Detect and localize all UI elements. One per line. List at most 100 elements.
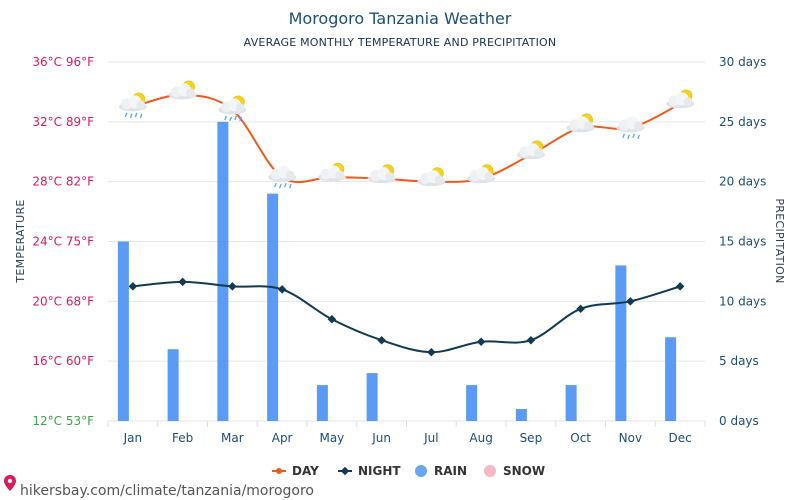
x-tick-label: Mar (221, 431, 244, 445)
sun-cloud-icon (666, 89, 695, 109)
gridlines (107, 61, 706, 427)
x-tick-label: Apr (272, 431, 293, 445)
night-point (476, 337, 486, 346)
chart-title: Morogoro Tanzania Weather (289, 9, 512, 28)
sun-cloud-icon (417, 167, 446, 187)
rain-drop (632, 133, 635, 139)
cloud-rain-icon (268, 165, 297, 189)
legend-snow-circle-icon (484, 465, 496, 477)
y-left-tick-label: 32°C 89°F (32, 115, 94, 129)
night-point (377, 335, 386, 345)
rain-bar (466, 385, 478, 421)
night-point (427, 347, 436, 357)
left-axis-ticks: 36°C 96°F 32°C 89°F 28°C 82°F 24°C 75°F 20°C… (32, 55, 94, 428)
rain-drop (627, 134, 630, 140)
rain-bar (366, 373, 378, 421)
night-point (228, 282, 237, 291)
chart-subtitle: AVERAGE MONTHLY TEMPERATURE AND PRECIPIT… (244, 36, 557, 49)
rain-drop (129, 113, 133, 119)
cloud-puff (385, 172, 395, 182)
night-point (178, 277, 187, 287)
cloud-shape (566, 116, 595, 133)
rain-drop (139, 113, 143, 119)
cloud-puff (335, 170, 345, 180)
cloud-shape (516, 143, 545, 160)
legend-night-diamond-icon (340, 466, 350, 476)
cloud-shape (616, 116, 645, 133)
y-right-tick-label: 30 days (719, 55, 766, 69)
night-point (327, 315, 337, 324)
rain-bar (217, 121, 229, 421)
cloud-puff (534, 148, 544, 158)
legend-label: NIGHT (358, 464, 401, 478)
y-left-tick-label: 36°C 96°F (32, 55, 94, 69)
x-tick-label: Jan (123, 431, 143, 445)
rain-bar (565, 385, 577, 421)
cloud-rain-icon (616, 116, 645, 140)
night-point (626, 297, 635, 306)
y-left-tick-label: 20°C 68°F (32, 294, 94, 308)
rain-drop (284, 182, 287, 188)
footer: hikersbay.com/climate/tanzania/morogoro (4, 475, 314, 499)
y-right-tick-label: 0 days (719, 414, 759, 428)
y-right-tick-label: 20 days (719, 175, 766, 189)
rain-drop (134, 112, 138, 118)
rain-bars (117, 121, 677, 421)
y-left-tick-label: 12°C 53°F (32, 414, 94, 428)
x-tick-label: Feb (172, 431, 193, 445)
night-point (675, 282, 685, 291)
cloud-puff (136, 100, 146, 110)
rain-bar (665, 337, 677, 421)
y-axis-left-title: TEMPERATURE (14, 199, 27, 283)
cloud-shape (417, 170, 446, 187)
legend-rain-circle-icon (415, 465, 427, 477)
sun-cloud-rain-icon (118, 92, 147, 119)
rain-bar (267, 193, 279, 421)
day-temperature-line (132, 93, 681, 184)
cloud-shape (168, 83, 197, 100)
cloud-shape (317, 165, 346, 182)
rain-bar (615, 265, 627, 421)
rain-drop (274, 182, 277, 188)
y-left-tick-label: 24°C 75°F (32, 235, 94, 249)
y-axis-right-title: PRECIPITATION (773, 198, 786, 283)
rain-bar (117, 241, 129, 421)
x-tick-label: Nov (619, 431, 642, 445)
footer-link[interactable]: hikersbay.com/climate/tanzania/morogoro (20, 483, 314, 499)
cloud-puff (285, 170, 295, 180)
x-tick-label: Jul (423, 431, 438, 445)
rain-drop (229, 116, 232, 122)
x-tick-label: Jun (371, 431, 391, 445)
y-right-tick-label: 15 days (719, 235, 766, 249)
weather-icons (118, 80, 695, 189)
x-axis-ticks: Jan Feb Mar Apr May Jun Jul Aug Sep Oct Nov Dec (123, 431, 692, 445)
x-tick-label: Oct (570, 431, 591, 445)
sun-cloud-icon (467, 164, 496, 184)
y-left-tick-label: 28°C 82°F (32, 175, 94, 189)
legend: DAY NIGHT RAIN SNOW (272, 464, 545, 478)
sun-cloud-icon (168, 80, 197, 100)
legend-label: RAIN (434, 464, 467, 478)
cloud-shape (118, 95, 147, 112)
x-tick-label: Sep (520, 431, 543, 445)
cloud-puff (186, 88, 196, 98)
sun-cloud-icon (317, 162, 346, 182)
right-axis-ticks: 30 days 25 days 20 days 15 days 10 days 5 day… (719, 55, 766, 428)
sun-cloud-icon (566, 113, 595, 133)
cloud-puff (633, 121, 643, 131)
sun-cloud-icon (516, 140, 545, 160)
cloud-puff (434, 175, 444, 185)
legend-label: DAY (292, 464, 319, 478)
cloud-puff (683, 97, 693, 107)
rain-bar (316, 385, 328, 421)
temperature-lines (128, 93, 685, 357)
sun-cloud-rain-icon (218, 95, 247, 122)
cloud-shape (467, 167, 496, 184)
sun-cloud-icon (367, 164, 396, 184)
night-temperature-line (132, 280, 681, 354)
rain-drop (124, 112, 128, 118)
night-point (526, 335, 536, 345)
rain-drop (289, 183, 292, 189)
rain-bar (167, 349, 179, 421)
